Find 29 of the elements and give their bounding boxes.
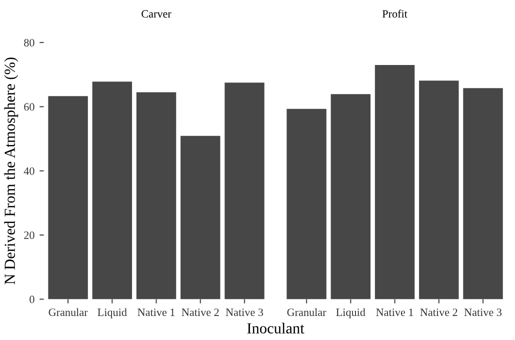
y-axis-title: N Derived From the Atmosphere (%) xyxy=(4,58,18,284)
bar xyxy=(463,88,503,300)
chart-title: Carver xyxy=(142,10,172,18)
x-axis-title: Inoculant xyxy=(247,322,304,334)
y-tick-label: 40 xyxy=(24,167,34,175)
bar xyxy=(224,82,264,300)
bar xyxy=(92,82,132,300)
x-tick-label: Native 3 xyxy=(226,308,264,316)
y-tick-label: 60 xyxy=(24,103,34,111)
bar xyxy=(419,80,459,300)
bar xyxy=(374,64,415,300)
y-tick-label: 0 xyxy=(30,296,34,304)
bar xyxy=(48,96,88,300)
x-tick-label: Granular xyxy=(48,308,88,316)
bar xyxy=(330,94,371,300)
y-tick-label: 20 xyxy=(24,231,34,239)
y-tick-label: 80 xyxy=(24,38,34,46)
x-tick-label: Native 1 xyxy=(138,308,175,316)
x-tick-label: Native 1 xyxy=(376,308,414,316)
bar xyxy=(180,136,220,300)
x-tick-label: Granular xyxy=(287,308,326,316)
bar xyxy=(286,108,326,300)
chart-title: Profit xyxy=(382,10,408,18)
x-tick-label: Native 3 xyxy=(464,308,502,316)
x-tick-label: Liquid xyxy=(98,308,127,318)
x-tick-label: Native 2 xyxy=(420,308,458,316)
x-tick-label: Native 2 xyxy=(182,308,219,316)
bar xyxy=(136,92,176,300)
x-tick-label: Liquid xyxy=(336,308,366,318)
